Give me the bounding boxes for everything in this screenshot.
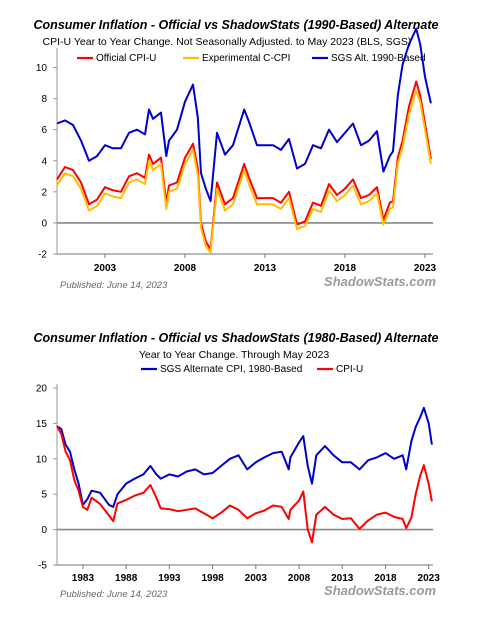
chart-1980-based: Consumer Inflation - Official vs ShadowS…: [34, 331, 441, 600]
x-tick-label: 1988: [115, 573, 138, 584]
x-tick-label: 2013: [331, 573, 354, 584]
series-line: [56, 425, 433, 544]
x-tick-label: 2013: [254, 263, 277, 274]
published-date: Published: June 14, 2023: [60, 589, 168, 600]
y-tick-label: 10: [36, 63, 48, 74]
y-tick-label: 8: [41, 94, 47, 105]
legend: Official CPI-U Experimental C-CPI SGS Alt.…: [77, 53, 426, 64]
legend-label: Experimental C-CPI: [202, 53, 290, 64]
series-line: [56, 80, 432, 251]
legend: SGS Alternate CPI, 1980-Based CPI-U: [141, 364, 363, 375]
brand-watermark: ShadowStats.com: [324, 583, 436, 598]
y-tick-label: 4: [41, 156, 47, 167]
x-tick-label: 2008: [288, 573, 311, 584]
x-tick-label: 2018: [334, 263, 357, 274]
y-tick-label: 20: [36, 384, 48, 395]
y-tick-label: 0: [41, 525, 47, 536]
legend-label: Official CPI-U: [96, 53, 156, 64]
published-date: Published: June 14, 2023: [60, 280, 168, 291]
series-line: [56, 27, 432, 203]
chart-title: Consumer Inflation - Official vs ShadowS…: [34, 331, 439, 345]
y-tick-label: 6: [41, 125, 47, 136]
x-tick-label: 2008: [174, 263, 197, 274]
chart-subtitle: CPI-U Year to Year Change. Not Seasonall…: [43, 36, 412, 48]
y-tick-label: 5: [41, 490, 47, 501]
plot-area: -2 0 2 4 6 8 10 2003 2008 2013 2018 2023: [36, 27, 437, 274]
series-line: [56, 406, 433, 508]
x-tick-label: 1983: [72, 573, 95, 584]
chart-subtitle: Year to Year Change. Through May 2023: [139, 349, 329, 361]
x-tick-label: 2003: [245, 573, 268, 584]
series-line: [56, 89, 432, 254]
x-tick-label: 1998: [201, 573, 224, 584]
legend-label: SGS Alt. 1990-Based: [331, 53, 426, 64]
y-tick-label: 10: [36, 454, 48, 465]
x-tick-label: 1993: [158, 573, 181, 584]
plot-area: -5 0 5 10 15 20 1983 1988 1993 1998 2003 2008 2013 20…: [36, 384, 440, 585]
chart-1990-based: Consumer Inflation - Official vs ShadowS…: [34, 18, 439, 291]
y-tick-label: -2: [38, 250, 47, 261]
x-tick-label: 2018: [374, 573, 397, 584]
y-tick-label: -5: [38, 561, 47, 572]
y-tick-label: 2: [41, 187, 47, 198]
legend-label: SGS Alternate CPI, 1980-Based: [160, 364, 302, 375]
brand-watermark: ShadowStats.com: [324, 274, 436, 289]
legend-label: CPI-U: [336, 364, 363, 375]
x-tick-label: 2023: [414, 263, 437, 274]
x-tick-label: 2003: [94, 263, 117, 274]
y-tick-label: 15: [36, 419, 48, 430]
chart-title: Consumer Inflation - Official vs ShadowS…: [34, 18, 439, 32]
y-tick-label: 0: [41, 218, 47, 229]
x-tick-label: 2023: [418, 573, 441, 584]
